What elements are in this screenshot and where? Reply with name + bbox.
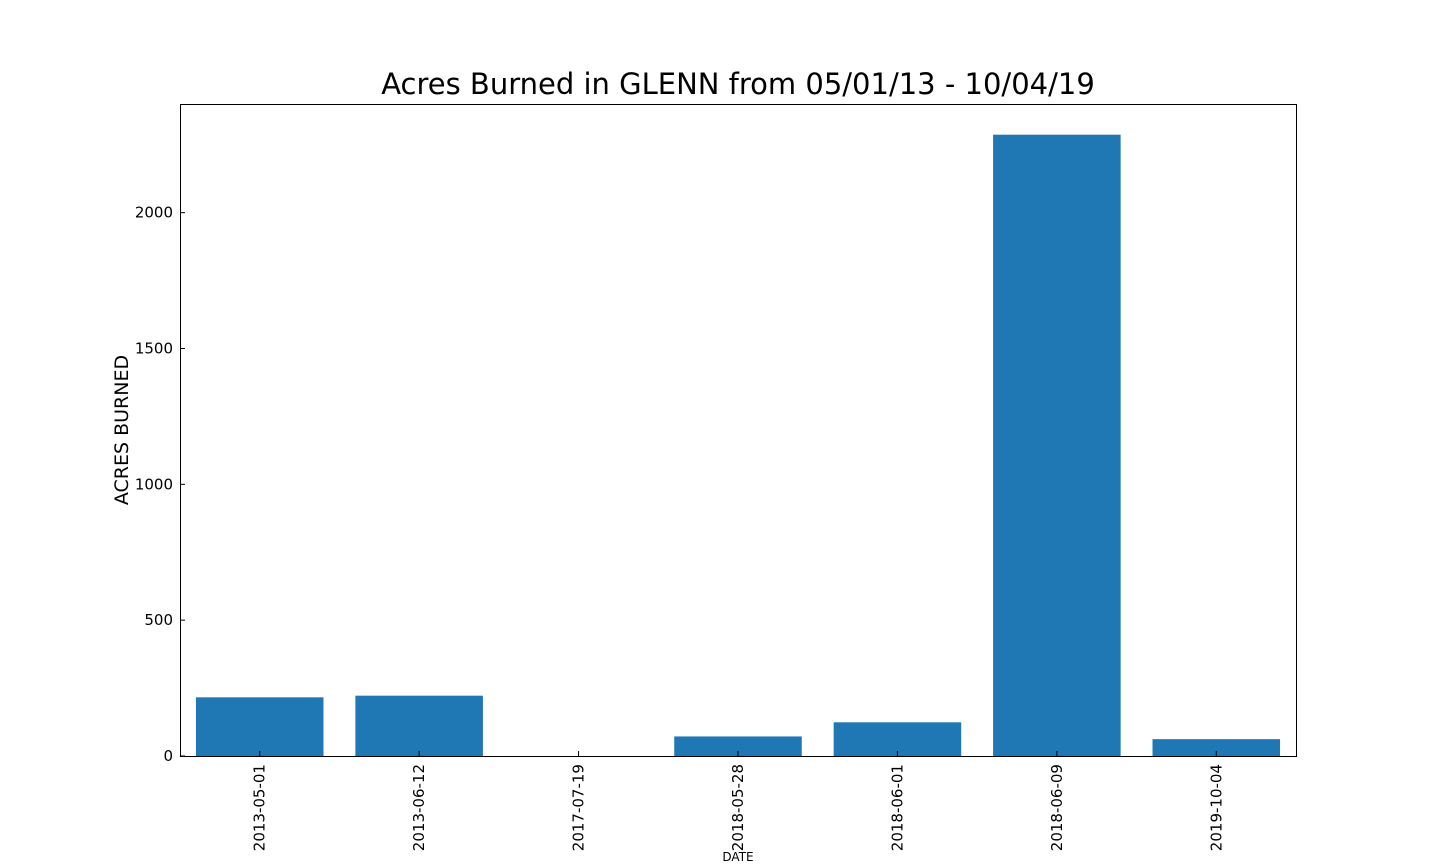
y-tick-label: 2000 [135,204,173,222]
y-tick-label: 1000 [135,475,173,493]
bars-group [195,134,1281,756]
x-tick-label: 2018-05-28 [729,764,747,851]
y-axis-label: ACRES BURNED [111,355,133,505]
bar-2019-10-04 [1152,739,1281,756]
bar-2018-05-28 [674,736,802,756]
y-tick-label: 500 [144,611,173,629]
bar-2018-06-01 [833,722,962,756]
ticks-group: 2013-05-01 2013-06-12 2017-07-19 2018-05-28… [135,204,1225,852]
x-axis-label: DATE [722,850,753,864]
y-tick-label: 0 [163,747,173,765]
x-tick-label: 2019-10-04 [1207,764,1225,851]
x-tick-label: 2017-07-19 [570,764,588,851]
bar-2013-05-01 [195,697,324,756]
y-tick-label: 1500 [135,340,173,358]
x-tick-label: 2013-06-12 [410,764,428,851]
bar-2013-06-12 [355,695,483,756]
bar-2018-06-09 [993,134,1121,756]
x-tick-label: 2018-06-09 [1048,764,1066,851]
x-tick-label: 2018-06-01 [888,764,906,851]
plot-frame [180,104,1297,757]
x-tick-label: 2013-05-01 [251,764,269,851]
chart-title: Acres Burned in GLENN from 05/01/13 - 10… [381,67,1095,101]
